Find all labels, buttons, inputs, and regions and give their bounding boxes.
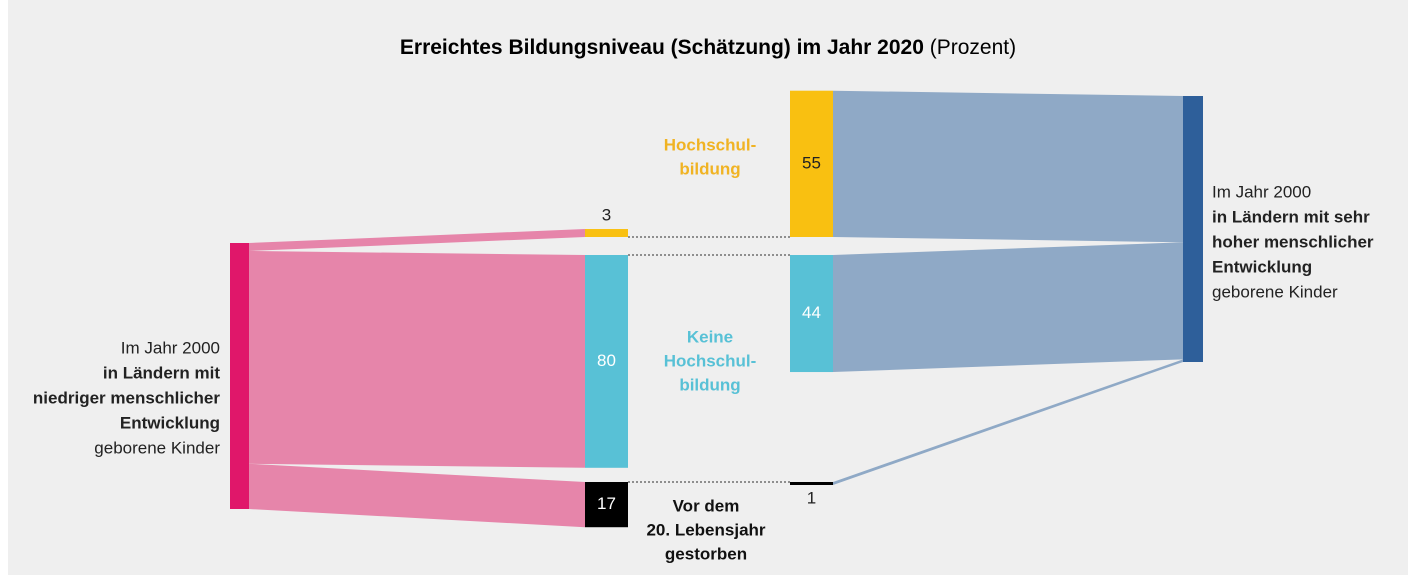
- source-label: geborene Kinder: [1212, 282, 1338, 301]
- category-label: gestorben: [665, 544, 747, 563]
- value-label: 44: [802, 303, 821, 322]
- node: [585, 255, 628, 468]
- flow: [833, 359, 1183, 485]
- source-label: hoher menschlicher: [1212, 232, 1374, 251]
- value-label: 1: [807, 488, 816, 507]
- source-label: niedriger menschlicher: [33, 388, 220, 407]
- category-label: Hochschul-: [664, 135, 757, 154]
- category-label: 20. Lebensjahr: [646, 520, 765, 539]
- source-label: Im Jahr 2000: [121, 338, 220, 357]
- category-label: Hochschul-: [664, 351, 757, 370]
- source-bar: [230, 243, 249, 509]
- source-label: Im Jahr 2000: [1212, 182, 1311, 201]
- title-suffix: (Prozent): [930, 36, 1016, 59]
- title-main: Erreichtes Bildungsniveau (Schätzung) im…: [400, 36, 924, 59]
- chart-title: Erreichtes Bildungsniveau (Schätzung) im…: [400, 36, 1016, 59]
- source-bar: [1183, 96, 1203, 362]
- node: [585, 482, 628, 528]
- value-label: 17: [597, 494, 616, 513]
- source-label: in Ländern mit: [103, 363, 220, 382]
- node: [790, 90, 833, 237]
- source-label: Entwicklung: [1212, 257, 1312, 276]
- flow: [249, 229, 585, 251]
- source-label: Entwicklung: [120, 413, 220, 432]
- value-label: 55: [802, 153, 821, 172]
- category-label: Vor dem: [673, 496, 740, 515]
- node: [790, 482, 833, 485]
- source-label: in Ländern mit sehr: [1212, 207, 1370, 226]
- flow: [833, 90, 1183, 243]
- node: [790, 255, 833, 373]
- flow: [249, 250, 585, 468]
- flow: [249, 463, 585, 528]
- value-label: 80: [597, 351, 616, 370]
- category-label: Keine: [687, 327, 733, 346]
- category-label: bildung: [679, 159, 740, 178]
- node: [585, 229, 628, 237]
- source-label: geborene Kinder: [94, 438, 220, 457]
- value-label: 3: [602, 206, 611, 225]
- category-label: bildung: [679, 375, 740, 394]
- flow: [833, 242, 1183, 373]
